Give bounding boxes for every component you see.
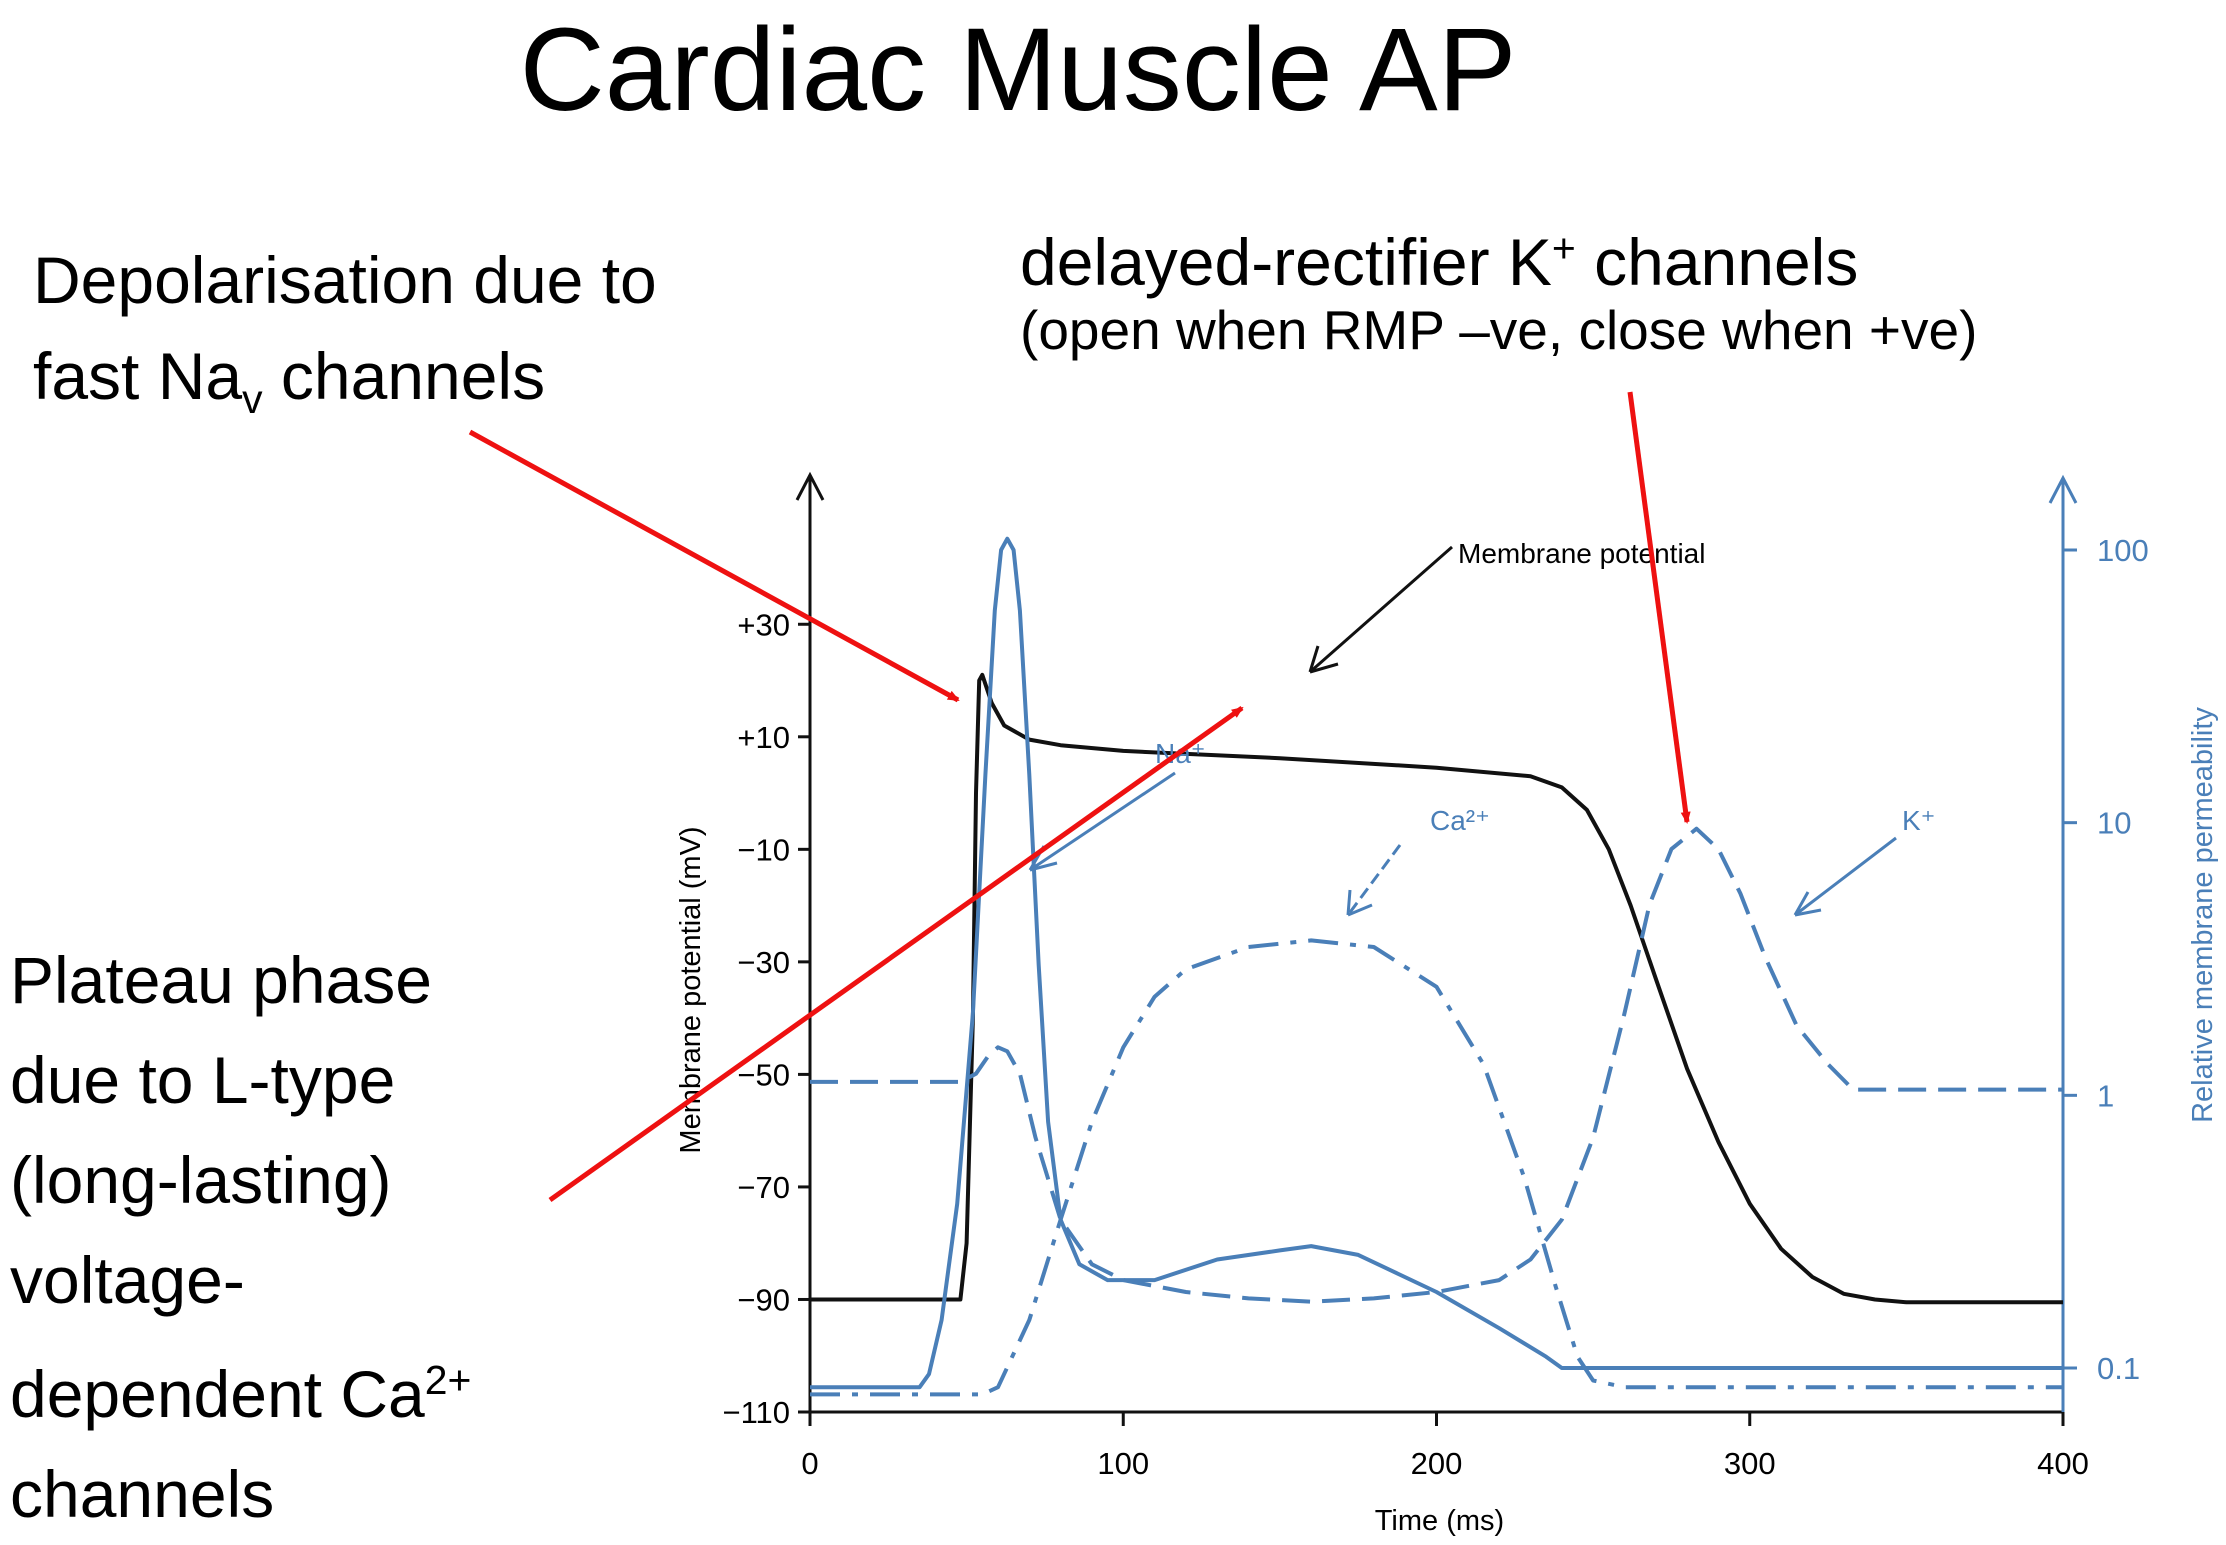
ca-pointer (1346, 844, 1402, 916)
left-tick-label: +30 (737, 607, 790, 642)
plateau-note-line-6: channels (10, 1457, 275, 1531)
annotation-layer: Membrane potential Na⁺ Ca²⁺ K⁺ (1028, 538, 1935, 917)
plateau-note-line-3: (long-lasting) (10, 1143, 392, 1217)
left-tick-label: −110 (722, 1395, 790, 1430)
k-channel-note-text-a: delayed-rectifier K (1020, 225, 1552, 299)
plateau-note: Plateau phase due to L-type (long-lastin… (10, 930, 471, 1544)
left-tick-label: +10 (737, 720, 790, 755)
x-tick-label: 0 (801, 1446, 818, 1481)
series-line-k (810, 826, 2063, 1304)
left-tick-label: −30 (737, 945, 790, 980)
left-tick-label: −10 (737, 832, 790, 867)
k-pointer (1794, 836, 1897, 917)
plateau-note-superscript: 2+ (424, 1357, 472, 1403)
right-axis-arrowhead (2048, 474, 2078, 504)
depolarisation-note-line-1: Depolarisation due to (33, 243, 657, 317)
depolarisation-arrow (468, 429, 960, 703)
x-axis-label: Time (ms) (1375, 1505, 1504, 1537)
k-channel-note-superscript: + (1551, 225, 1576, 271)
left-axis-label: Membrane potential (mV) (675, 826, 707, 1153)
red-arrow-layer (468, 391, 1691, 1203)
k-channel-note-text-b: channels (1575, 225, 1859, 299)
ca-pointer-head (1346, 889, 1373, 917)
depolarisation-note-line-2: fast Nav channels (33, 328, 657, 447)
k-pointer-head (1793, 891, 1822, 917)
x-tick-label: 400 (2037, 1446, 2089, 1481)
x-tick-label: 300 (1724, 1446, 1776, 1481)
membrane-potential-pointer-head (1308, 645, 1339, 674)
x-tick-label: 200 (1411, 1446, 1463, 1481)
plateau-note-line-5: dependent Ca2+ (10, 1330, 471, 1444)
x-tick-label: 100 (1097, 1446, 1149, 1481)
plateau-note-line-4: voltage- (10, 1243, 245, 1317)
k-channel-arrow (1627, 391, 1691, 824)
depolarisation-note-text-a: fast Na (33, 339, 243, 413)
right-tick-label: 1 (2097, 1078, 2114, 1113)
series-line-na (810, 536, 2063, 1390)
series-layer (810, 536, 2063, 1397)
depolarisation-note: Depolarisation due to fast Nav channels (33, 232, 657, 447)
k-annotation: K⁺ (1902, 805, 1935, 836)
left-tick-label: −90 (737, 1282, 790, 1317)
depolarisation-note-subscript: v (242, 376, 263, 423)
k-channel-note: delayed-rectifier K+ channels (1020, 200, 1858, 310)
right-axis-label: Relative membrane permeability (2187, 707, 2219, 1123)
series-line-ca (810, 938, 2063, 1397)
ca-annotation: Ca²⁺ (1430, 805, 1490, 836)
depolarisation-note-text-b: channels (262, 339, 546, 413)
slide-title: Cardiac Muscle AP (519, 4, 1517, 136)
membrane-potential-pointer (1309, 545, 1453, 674)
right-tick-label: 100 (2097, 533, 2149, 568)
membrane-potential-annotation: Membrane potential (1458, 538, 1705, 569)
series-line-membranepotential (810, 672, 2063, 1305)
plateau-note-line-2: due to L-type (10, 1043, 396, 1117)
right-tick-label: 0.1 (2097, 1351, 2140, 1386)
k-channel-subnote: (open when RMP –ve, close when +ve) (1020, 299, 1978, 361)
left-axis-arrowhead (795, 471, 825, 501)
right-tick-label: 10 (2097, 806, 2131, 841)
plateau-note-text-a: dependent Ca (10, 1357, 425, 1431)
left-tick-label: −70 (737, 1170, 790, 1205)
plateau-note-line-1: Plateau phase (10, 943, 433, 1017)
plateau-arrow (548, 705, 1244, 1203)
na-pointer (1029, 771, 1176, 872)
